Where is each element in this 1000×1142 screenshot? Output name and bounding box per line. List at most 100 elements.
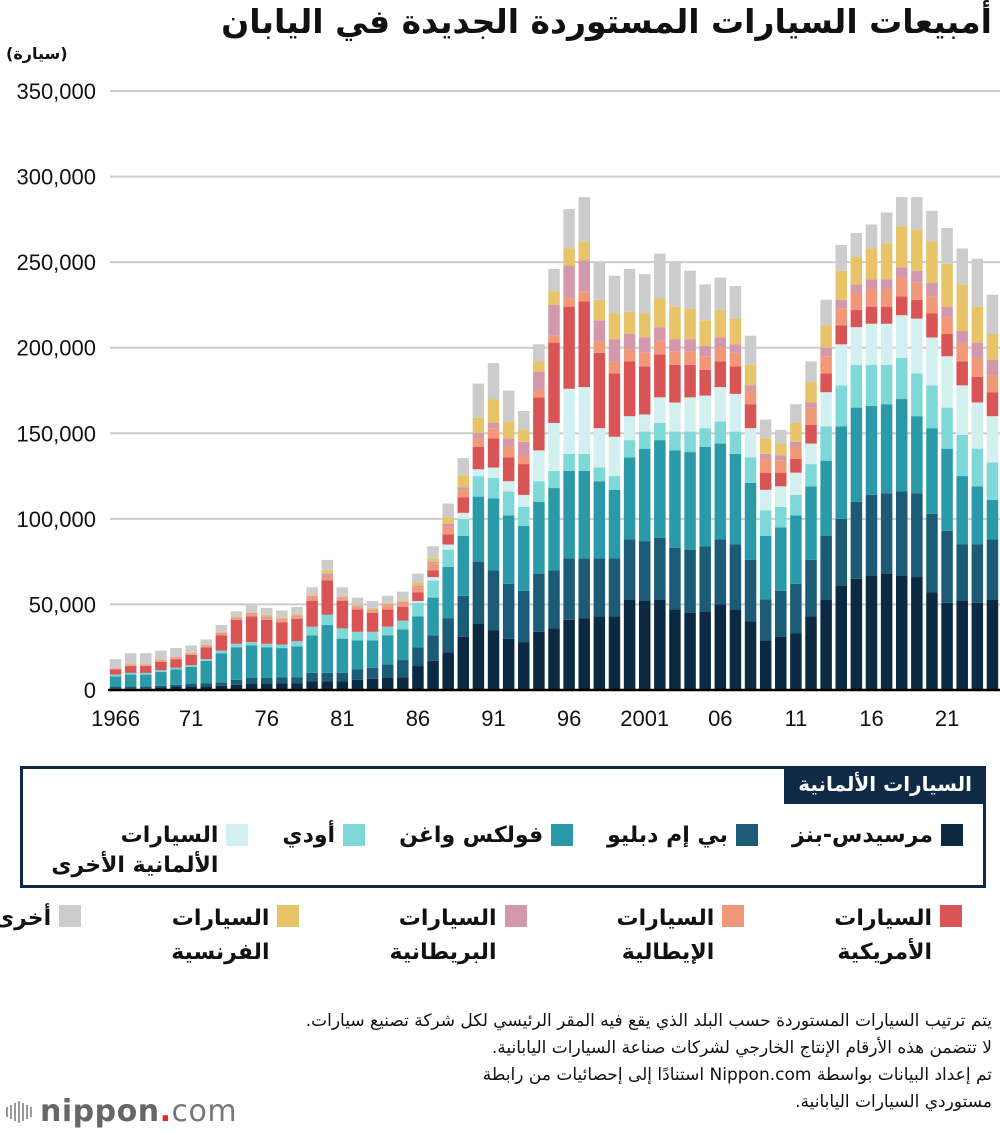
bar-segment (140, 674, 152, 687)
bar-segment (261, 684, 273, 690)
bar-segment (563, 298, 575, 307)
bar-segment (911, 373, 923, 417)
bar-segment (578, 260, 590, 292)
bar-segment (518, 429, 530, 442)
bar-segment (926, 428, 938, 514)
bar-segment (850, 292, 863, 311)
bar-segment (185, 652, 197, 654)
bar-segment (563, 209, 575, 249)
bar-segment (200, 660, 213, 684)
bar-segment (548, 291, 560, 305)
bar-segment (699, 546, 711, 612)
bar-segment (956, 284, 968, 331)
bar-segment (366, 609, 379, 612)
bar-segment (487, 363, 500, 400)
bar-segment (956, 248, 968, 285)
bar-segment (215, 650, 228, 654)
bar-segment (427, 577, 439, 581)
bar-segment (427, 580, 439, 598)
bar-segment (986, 294, 999, 335)
bar-segment (170, 659, 182, 668)
bar-segment (926, 385, 938, 429)
bar-segment (729, 366, 742, 394)
bar-segment (276, 648, 288, 678)
bar-segment (140, 664, 152, 666)
bar-segment (518, 464, 530, 495)
bar-segment (895, 277, 908, 297)
bar-segment (865, 279, 878, 290)
bar-segment (442, 566, 454, 619)
bar-segment (578, 558, 590, 619)
logo-bars-icon (6, 1100, 32, 1123)
legend-label: السيارات الأمريكية (834, 902, 932, 970)
bar-segment (759, 458, 772, 473)
bar-segment (276, 610, 288, 618)
bar-segment (366, 640, 379, 668)
bar-segment (986, 334, 999, 360)
bar-segment (986, 375, 999, 393)
bar-segment (215, 682, 228, 686)
bar-segment (518, 525, 530, 591)
bar-segment (638, 352, 651, 367)
bar-segment (714, 277, 727, 311)
bar-segment (578, 241, 590, 261)
bar-segment (548, 335, 560, 343)
bar-segment (654, 340, 666, 355)
bar-segment (880, 323, 893, 365)
bar-segment (336, 638, 349, 673)
bar-segment (775, 429, 787, 444)
bar-segment (502, 421, 515, 439)
bar-segment (699, 428, 711, 447)
bar-segment (608, 436, 621, 477)
bar-segment (457, 487, 470, 491)
y-tick-label: 0 (84, 678, 96, 703)
bar-segment (321, 672, 333, 682)
bar-segment (669, 364, 681, 403)
bar-segment (533, 573, 545, 632)
bar-segment (638, 366, 651, 415)
bar-segment (744, 404, 757, 429)
bar-segment (563, 558, 575, 620)
bar-segment (684, 270, 696, 309)
bar-segment (548, 570, 560, 629)
bar-segment (381, 595, 394, 603)
bar-segment (276, 622, 288, 645)
bar-segment (578, 291, 590, 302)
bar-segment (170, 658, 182, 660)
bar-segment (155, 650, 167, 660)
bar-segment (155, 670, 167, 673)
bar-segment (850, 407, 863, 502)
bar-segment (744, 335, 757, 365)
bar-segment (170, 684, 182, 687)
bar-segment (744, 364, 757, 386)
legend-label: السيارات الفرنسية (171, 902, 269, 970)
bar-segment (124, 666, 137, 673)
bar-segment (140, 666, 152, 673)
bar-segment (926, 313, 938, 338)
bar-segment (759, 489, 772, 511)
bar-segment (215, 632, 228, 634)
x-tick-label: 2001 (620, 706, 669, 731)
bar-segment (699, 446, 711, 547)
bar-segment (593, 262, 606, 300)
bar-segment (593, 616, 606, 690)
bar-segment (230, 647, 243, 680)
bar-segment (412, 616, 424, 648)
bar-segment (911, 299, 923, 319)
bar-segment (623, 457, 636, 540)
bar-segment (956, 385, 968, 435)
bar-segment (155, 659, 167, 661)
x-tick-label: 96 (557, 706, 581, 731)
bar-segment (366, 612, 379, 632)
bar-segment (351, 631, 364, 641)
bar-segment (381, 664, 394, 679)
bar-segment (835, 385, 847, 427)
bar-segment (775, 455, 787, 461)
bar-segment (895, 296, 908, 316)
bar-segment (850, 257, 863, 285)
x-tick-label: 81 (330, 706, 354, 731)
bar-segment (790, 515, 802, 584)
bar-segment (684, 364, 696, 398)
bar-segment (986, 599, 999, 690)
bar-segment (654, 397, 666, 424)
